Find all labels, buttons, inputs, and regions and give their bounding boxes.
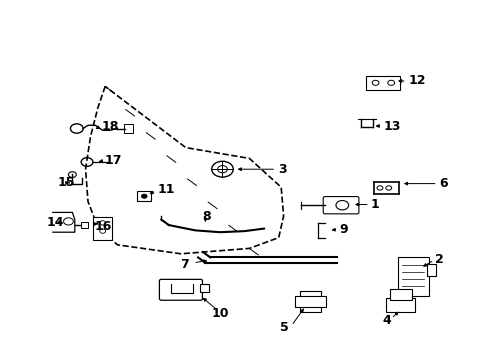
- Text: 14: 14: [46, 216, 64, 229]
- Text: 1: 1: [370, 198, 379, 211]
- FancyBboxPatch shape: [199, 284, 208, 292]
- FancyBboxPatch shape: [124, 124, 133, 133]
- Text: 3: 3: [277, 163, 286, 176]
- Text: 15: 15: [58, 176, 75, 189]
- Text: 18: 18: [102, 120, 119, 133]
- FancyBboxPatch shape: [389, 289, 411, 300]
- Text: 6: 6: [438, 177, 447, 190]
- Text: 8: 8: [202, 210, 210, 223]
- Text: 9: 9: [339, 223, 348, 236]
- FancyBboxPatch shape: [93, 217, 112, 240]
- FancyBboxPatch shape: [294, 296, 325, 307]
- FancyBboxPatch shape: [159, 279, 202, 300]
- Text: 17: 17: [104, 154, 122, 167]
- FancyBboxPatch shape: [365, 76, 399, 90]
- Text: 13: 13: [383, 120, 400, 132]
- FancyBboxPatch shape: [397, 257, 428, 296]
- FancyBboxPatch shape: [426, 264, 435, 276]
- FancyBboxPatch shape: [323, 197, 358, 214]
- FancyBboxPatch shape: [81, 222, 87, 228]
- FancyBboxPatch shape: [386, 298, 414, 312]
- FancyBboxPatch shape: [137, 191, 151, 201]
- Text: 2: 2: [434, 253, 443, 266]
- Text: 5: 5: [279, 321, 288, 334]
- Text: 11: 11: [157, 183, 175, 196]
- Text: 16: 16: [95, 220, 112, 233]
- Text: 4: 4: [382, 314, 390, 327]
- Text: 12: 12: [407, 75, 425, 87]
- FancyBboxPatch shape: [299, 291, 321, 312]
- Circle shape: [141, 194, 147, 198]
- Text: 10: 10: [211, 307, 228, 320]
- Text: 7: 7: [180, 258, 188, 271]
